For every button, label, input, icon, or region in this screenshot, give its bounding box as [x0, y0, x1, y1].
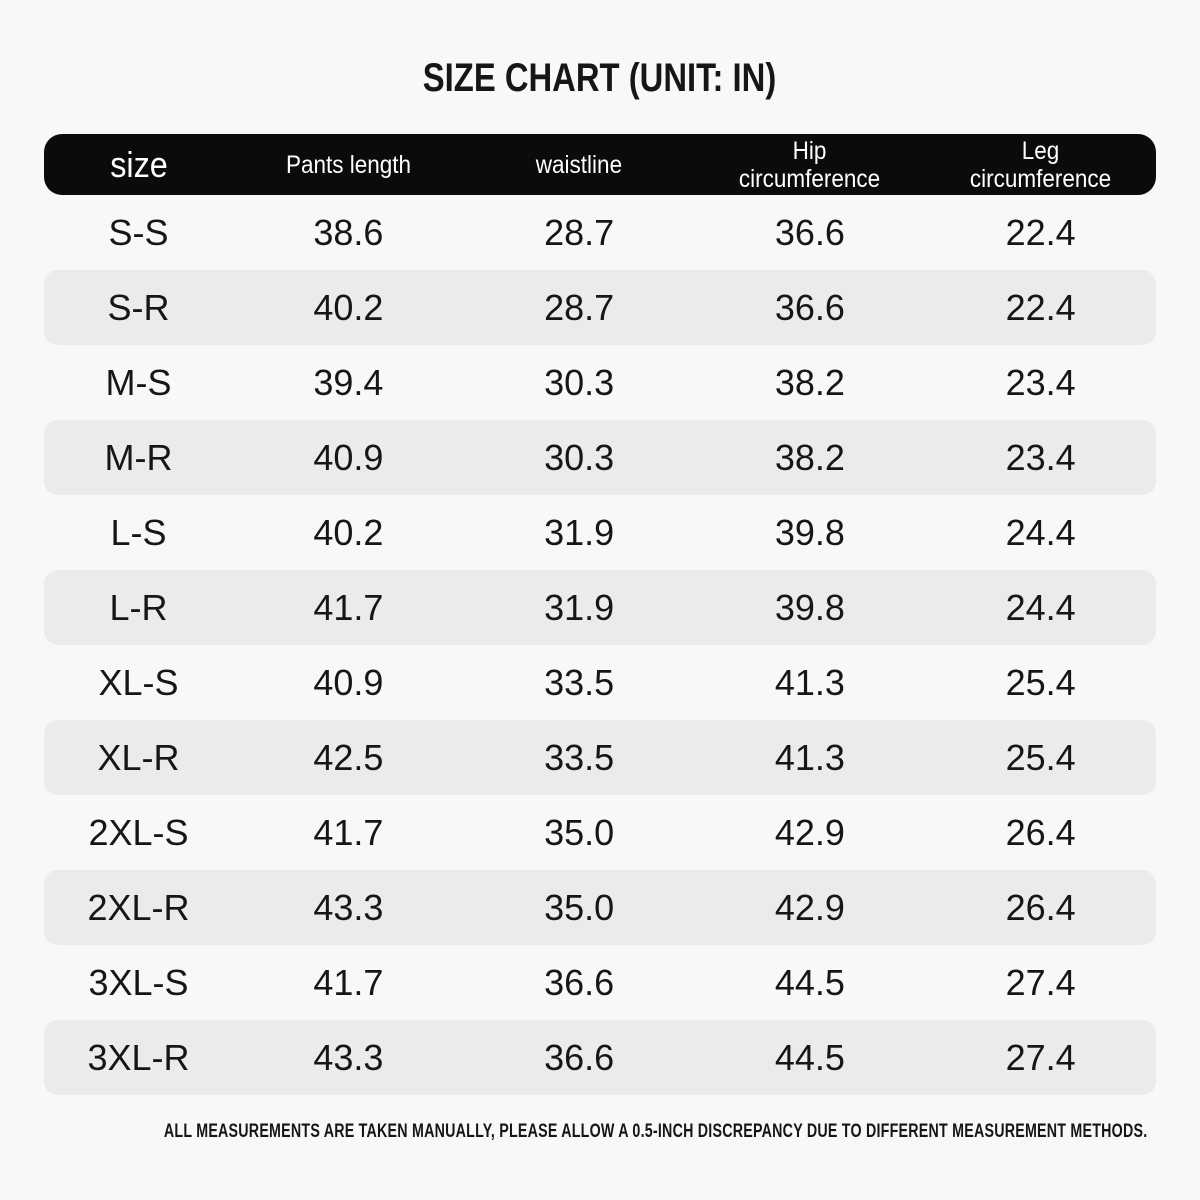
size-cell: M-R — [104, 436, 173, 478]
column-header-hip-circumference-label: Hip circumference — [739, 136, 881, 193]
pants-length-cell: 39.4 — [313, 361, 384, 403]
waistline-cell: 31.9 — [544, 511, 615, 553]
column-header-pants-length-label: Pants length — [285, 150, 411, 179]
pants-length-cell: 38.6 — [313, 211, 384, 253]
size-table: size Pants length waistline Hip circumfe… — [44, 134, 1156, 1095]
pants-length-cell: 43.3 — [313, 886, 384, 928]
size-cell: 3XL-R — [87, 1036, 190, 1078]
column-header-leg-circumference: Leg circumference — [925, 137, 1156, 193]
column-header-waistline-label: waistline — [535, 150, 623, 179]
table-header-row: size Pants length waistline Hip circumfe… — [44, 134, 1156, 195]
table-row: S-S 38.6 28.7 36.6 22.4 — [44, 195, 1156, 270]
pants-length-cell: 41.7 — [313, 811, 384, 853]
pants-length-cell: 42.5 — [313, 736, 384, 778]
table-row: L-R 41.7 31.9 39.8 24.4 — [44, 570, 1156, 645]
leg-circumference-cell: 22.4 — [1005, 286, 1076, 328]
pants-length-cell: 40.9 — [313, 661, 384, 703]
waistline-cell: 31.9 — [544, 586, 615, 628]
waistline-cell: 36.6 — [544, 961, 615, 1003]
table-row: 3XL-R 43.3 36.6 44.5 27.4 — [44, 1020, 1156, 1095]
page-title-text: SIZE CHART (UNIT: IN) — [423, 56, 777, 100]
pants-length-cell: 40.2 — [313, 511, 384, 553]
table-row: 2XL-S 41.7 35.0 42.9 26.4 — [44, 795, 1156, 870]
waistline-cell: 35.0 — [544, 886, 615, 928]
waistline-cell: 30.3 — [544, 436, 615, 478]
hip-circumference-cell: 41.3 — [774, 736, 845, 778]
hip-circumference-cell: 36.6 — [774, 286, 845, 328]
table-row: XL-S 40.9 33.5 41.3 25.4 — [44, 645, 1156, 720]
pants-length-cell: 40.2 — [313, 286, 384, 328]
leg-circumference-cell: 22.4 — [1005, 211, 1076, 253]
column-header-waistline: waistline — [464, 151, 695, 179]
table-row: XL-R 42.5 33.5 41.3 25.4 — [44, 720, 1156, 795]
size-cell: 2XL-R — [87, 886, 190, 928]
page-title: SIZE CHART (UNIT: IN) — [0, 57, 1200, 99]
hip-circumference-cell: 41.3 — [774, 661, 845, 703]
pants-length-cell: 41.7 — [313, 586, 384, 628]
waistline-cell: 28.7 — [544, 211, 615, 253]
column-header-hip-circumference: Hip circumference — [695, 137, 926, 193]
hip-circumference-cell: 38.2 — [774, 361, 845, 403]
column-header-size: size — [44, 143, 233, 185]
hip-circumference-cell: 36.6 — [774, 211, 845, 253]
leg-circumference-cell: 25.4 — [1005, 736, 1076, 778]
pants-length-cell: 41.7 — [313, 961, 384, 1003]
hip-circumference-cell: 38.2 — [774, 436, 845, 478]
waistline-cell: 33.5 — [544, 736, 615, 778]
footer-note: ALL MEASUREMENTS ARE TAKEN MANUALLY, PLE… — [0, 1121, 1200, 1143]
size-table-body: S-S 38.6 28.7 36.6 22.4 S-R 40.2 28.7 36… — [44, 195, 1156, 1095]
leg-circumference-cell: 27.4 — [1005, 961, 1076, 1003]
waistline-cell: 36.6 — [544, 1036, 615, 1078]
size-cell: L-R — [109, 586, 168, 628]
size-cell: S-R — [107, 286, 170, 328]
size-cell: L-S — [110, 511, 167, 553]
table-row: M-R 40.9 30.3 38.2 23.4 — [44, 420, 1156, 495]
hip-circumference-cell: 44.5 — [774, 961, 845, 1003]
footer-note-text: ALL MEASUREMENTS ARE TAKEN MANUALLY, PLE… — [163, 1121, 1148, 1142]
waistline-cell: 35.0 — [544, 811, 615, 853]
size-cell: XL-R — [97, 736, 180, 778]
column-header-size-label: size — [109, 143, 168, 185]
leg-circumference-cell: 24.4 — [1005, 511, 1076, 553]
table-row: 3XL-S 41.7 36.6 44.5 27.4 — [44, 945, 1156, 1020]
hip-circumference-cell: 42.9 — [774, 886, 845, 928]
waistline-cell: 30.3 — [544, 361, 615, 403]
size-cell: 2XL-S — [88, 811, 189, 853]
table-row: M-S 39.4 30.3 38.2 23.4 — [44, 345, 1156, 420]
size-cell: S-S — [108, 211, 169, 253]
hip-circumference-cell: 39.8 — [774, 586, 845, 628]
leg-circumference-cell: 23.4 — [1005, 436, 1076, 478]
pants-length-cell: 43.3 — [313, 1036, 384, 1078]
waistline-cell: 28.7 — [544, 286, 615, 328]
waistline-cell: 33.5 — [544, 661, 615, 703]
leg-circumference-cell: 26.4 — [1005, 811, 1076, 853]
leg-circumference-cell: 25.4 — [1005, 661, 1076, 703]
hip-circumference-cell: 44.5 — [774, 1036, 845, 1078]
size-cell: XL-S — [98, 661, 179, 703]
size-cell: 3XL-S — [88, 961, 189, 1003]
size-cell: M-S — [105, 361, 172, 403]
column-header-leg-circumference-label: Leg circumference — [969, 136, 1112, 193]
leg-circumference-cell: 26.4 — [1005, 886, 1076, 928]
leg-circumference-cell: 24.4 — [1005, 586, 1076, 628]
column-header-pants-length: Pants length — [233, 151, 464, 179]
table-row: S-R 40.2 28.7 36.6 22.4 — [44, 270, 1156, 345]
pants-length-cell: 40.9 — [313, 436, 384, 478]
leg-circumference-cell: 23.4 — [1005, 361, 1076, 403]
leg-circumference-cell: 27.4 — [1005, 1036, 1076, 1078]
hip-circumference-cell: 39.8 — [774, 511, 845, 553]
table-row: 2XL-R 43.3 35.0 42.9 26.4 — [44, 870, 1156, 945]
table-row: L-S 40.2 31.9 39.8 24.4 — [44, 495, 1156, 570]
hip-circumference-cell: 42.9 — [774, 811, 845, 853]
